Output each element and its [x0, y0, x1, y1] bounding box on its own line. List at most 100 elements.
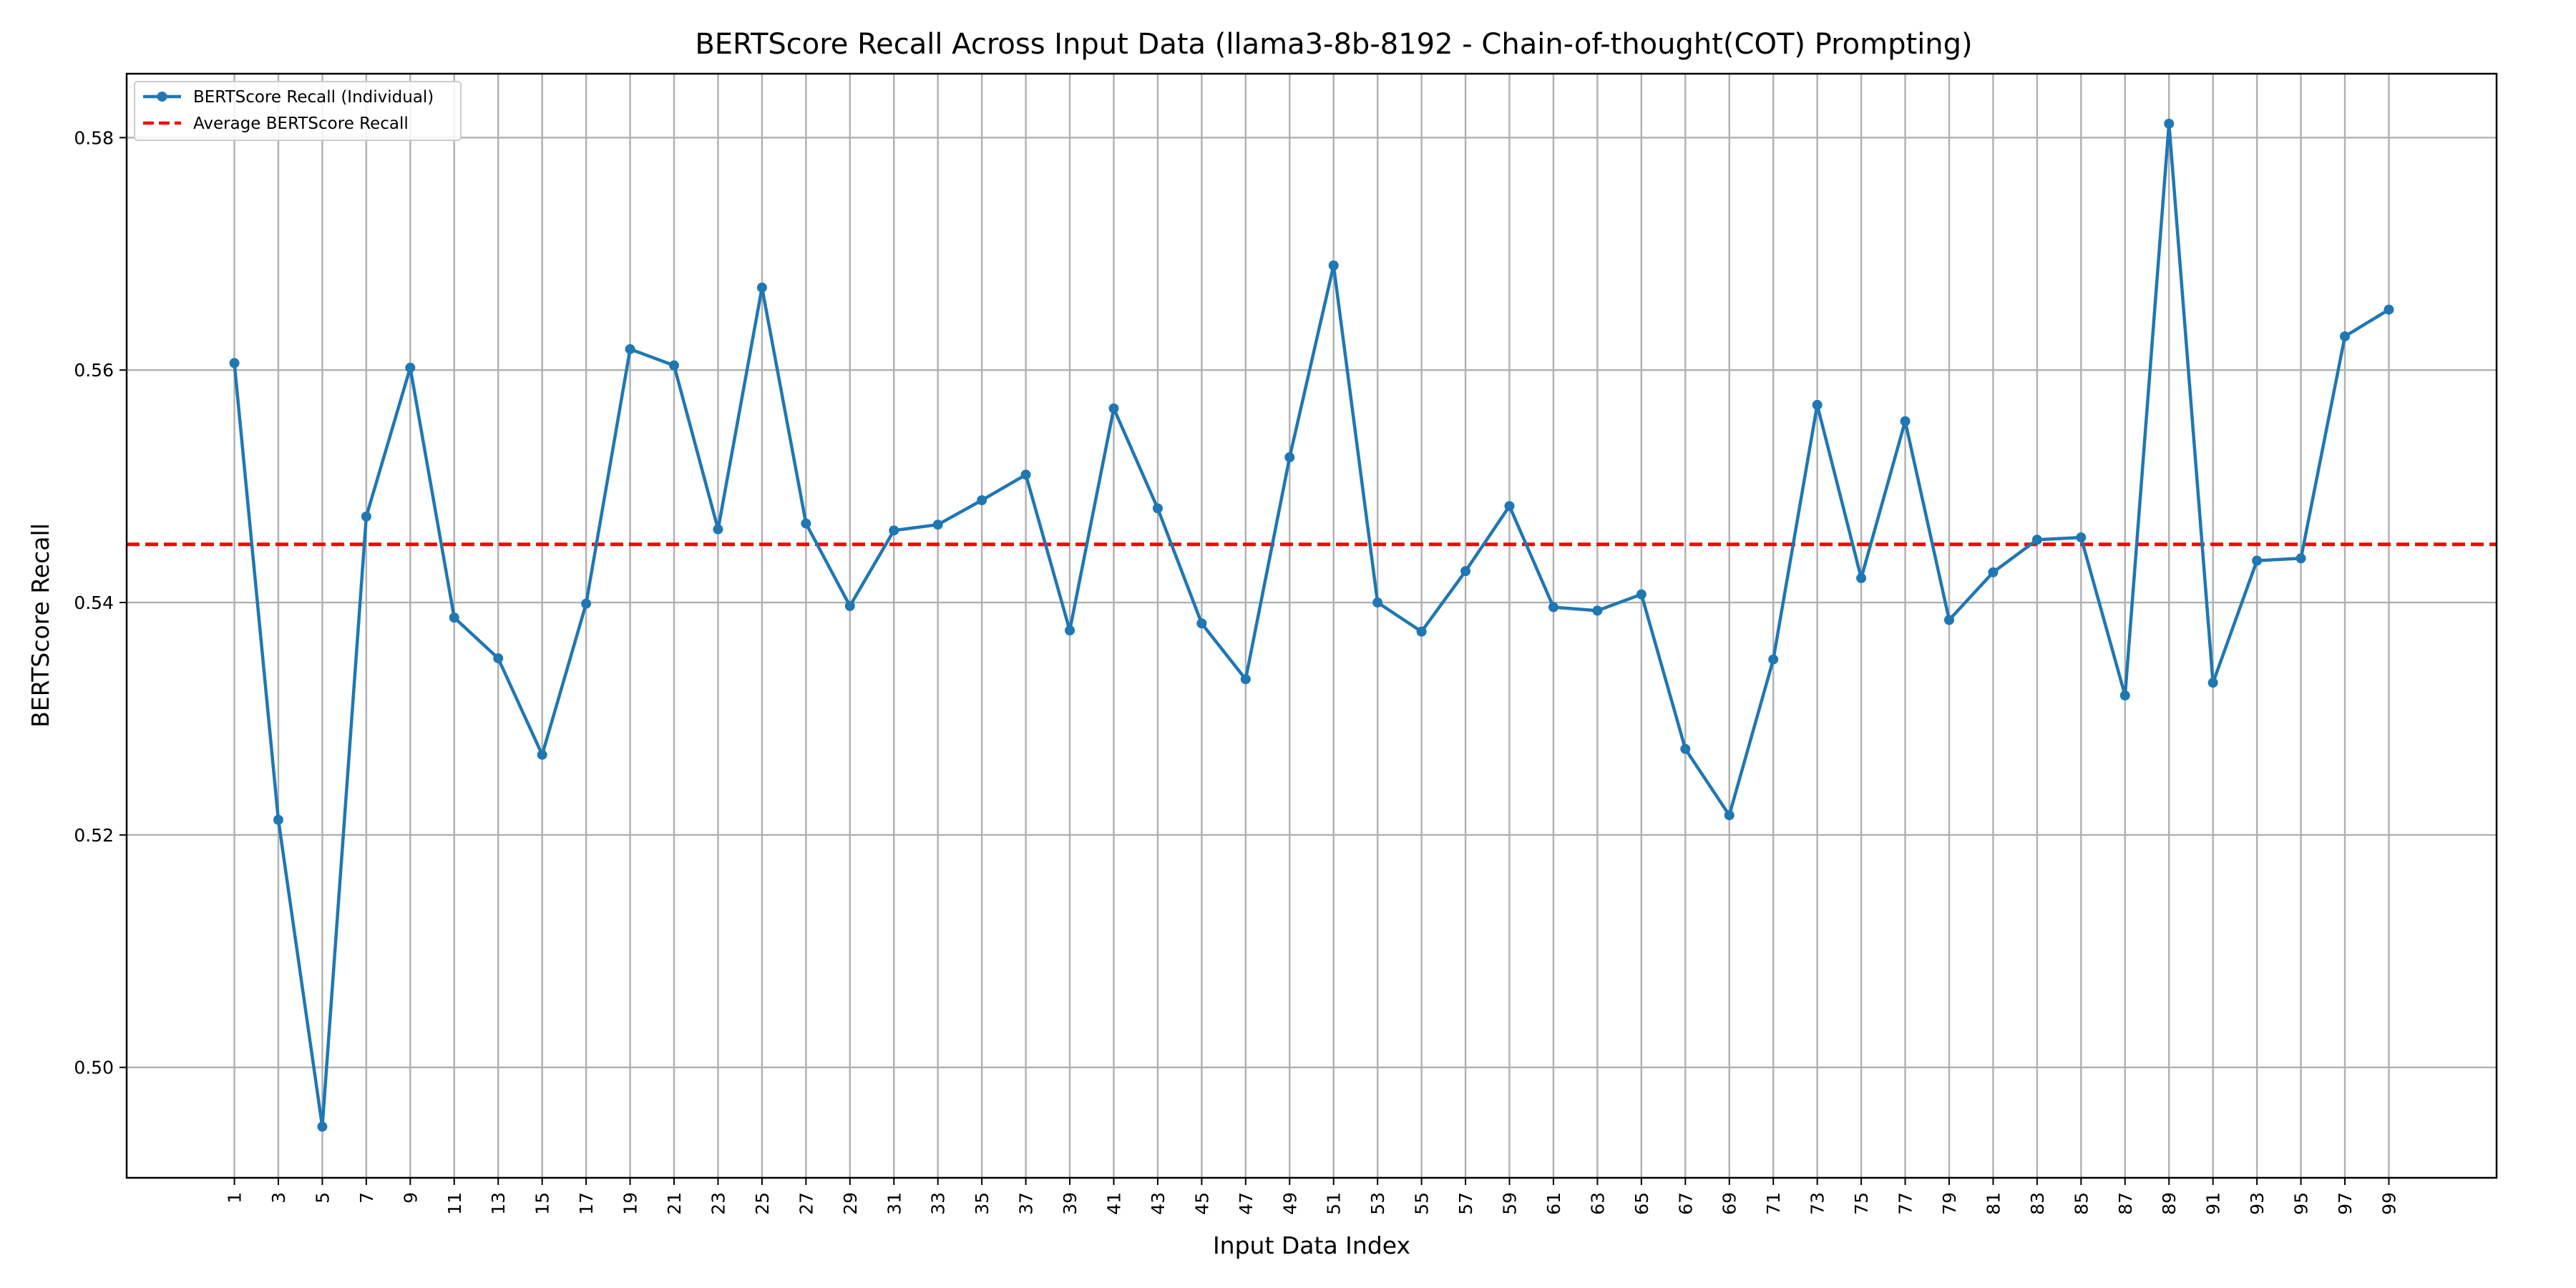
data-point [229, 358, 240, 369]
x-tick-label: 79 [1939, 1192, 1960, 1215]
y-axis-label: BERTScore Recall [26, 523, 54, 728]
data-point [756, 282, 767, 293]
data-point [669, 360, 680, 371]
data-point [625, 343, 635, 354]
x-tick-label: 91 [2203, 1192, 2224, 1215]
x-tick-label: 95 [2291, 1192, 2312, 1215]
x-tick-label: 37 [1016, 1192, 1037, 1215]
data-point [1988, 567, 1999, 577]
x-tick-label: 29 [840, 1192, 861, 1215]
x-tick-label: 5 [312, 1192, 333, 1204]
data-point [1636, 589, 1646, 600]
data-point [537, 749, 547, 760]
data-point [2119, 690, 2130, 701]
x-tick-label: 7 [356, 1192, 377, 1204]
data-point [889, 525, 899, 536]
grid-lines [127, 74, 2497, 1178]
y-tick-label: 0.58 [74, 127, 114, 148]
data-point [493, 653, 504, 663]
data-point [844, 600, 855, 611]
data-point [713, 524, 723, 535]
x-tick-label: 55 [1412, 1192, 1433, 1215]
data-point [1328, 260, 1339, 270]
x-tick-label: 67 [1675, 1192, 1696, 1215]
x-tick-label: 3 [268, 1192, 289, 1204]
data-point [2076, 532, 2087, 543]
x-tick-label: 43 [1148, 1192, 1169, 1215]
x-tick-label: 1 [225, 1192, 245, 1204]
x-tick-label: 85 [2071, 1192, 2092, 1215]
data-point [1240, 674, 1251, 685]
y-tick-label: 0.52 [74, 825, 114, 846]
data-point [2340, 331, 2351, 342]
x-tick-label: 77 [1896, 1192, 1916, 1215]
x-tick-label: 33 [928, 1192, 949, 1215]
x-tick-label: 75 [1851, 1192, 1872, 1215]
data-point [1724, 810, 1735, 821]
x-tick-label: 23 [708, 1192, 728, 1215]
x-tick-label: 13 [488, 1192, 509, 1215]
x-tick-label: 41 [1103, 1192, 1124, 1215]
x-tick-label: 87 [2115, 1192, 2136, 1215]
data-point [1812, 399, 1823, 410]
legend-label-individual: BERTScore Recall (Individual) [193, 88, 434, 107]
x-tick-label: 59 [1500, 1192, 1521, 1215]
data-point [2031, 535, 2042, 545]
data-point [405, 362, 416, 373]
x-axis-label: Input Data Index [1213, 1231, 1410, 1259]
data-point [977, 495, 987, 506]
x-tick-label: 93 [2247, 1192, 2268, 1215]
data-point [2384, 304, 2394, 315]
x-axis-ticks: 1 3 5 7 9 11 13 15 17 19 21 23 25 27 29 31 33 35 37 39 41 43 4… [225, 1178, 2399, 1215]
series-layer [229, 118, 2394, 1132]
data-point [1504, 501, 1515, 512]
data-point [273, 814, 283, 825]
x-tick-label: 57 [1455, 1192, 1476, 1215]
x-tick-label: 69 [1719, 1192, 1740, 1215]
data-point [1548, 602, 1558, 613]
x-tick-label: 51 [1324, 1192, 1345, 1215]
x-tick-label: 35 [972, 1192, 992, 1215]
x-tick-label: 83 [2027, 1192, 2048, 1215]
data-point [317, 1121, 328, 1132]
x-tick-label: 39 [1060, 1192, 1080, 1215]
data-point [1020, 469, 1031, 480]
x-tick-label: 19 [620, 1192, 641, 1215]
data-point [2164, 118, 2175, 129]
data-point [1372, 597, 1383, 608]
y-tick-label: 0.54 [74, 592, 114, 613]
data-point [2252, 555, 2263, 566]
x-tick-label: 53 [1367, 1192, 1388, 1215]
x-tick-label: 73 [1807, 1192, 1828, 1215]
y-tick-label: 0.50 [74, 1058, 114, 1078]
data-point [1768, 654, 1779, 665]
x-tick-label: 25 [752, 1192, 773, 1215]
data-point [801, 518, 811, 529]
x-tick-label: 17 [576, 1192, 597, 1215]
x-tick-label: 11 [444, 1192, 465, 1215]
y-axis-ticks: 0.50 0.52 0.54 0.56 0.58 [74, 127, 127, 1078]
x-tick-label: 71 [1763, 1192, 1784, 1215]
data-point [932, 519, 943, 530]
data-point [1460, 566, 1471, 577]
legend-label-average: Average BERTScore Recall [193, 114, 409, 133]
x-tick-label: 15 [532, 1192, 553, 1215]
data-point [1196, 618, 1207, 629]
x-tick-label: 65 [1631, 1192, 1652, 1215]
data-point [1065, 625, 1075, 635]
y-tick-label: 0.56 [74, 360, 114, 381]
series-line-individual [233, 122, 2390, 1128]
x-tick-label: 9 [400, 1192, 421, 1204]
x-tick-label: 31 [884, 1192, 904, 1215]
data-point [1900, 416, 1911, 426]
data-point [361, 511, 371, 522]
data-point [1108, 403, 1119, 414]
data-point [1943, 615, 1954, 625]
x-tick-label: 89 [2159, 1192, 2180, 1215]
x-tick-label: 97 [2335, 1192, 2356, 1215]
x-tick-label: 27 [796, 1192, 816, 1215]
data-point [2296, 553, 2306, 564]
x-tick-label: 47 [1236, 1192, 1257, 1215]
